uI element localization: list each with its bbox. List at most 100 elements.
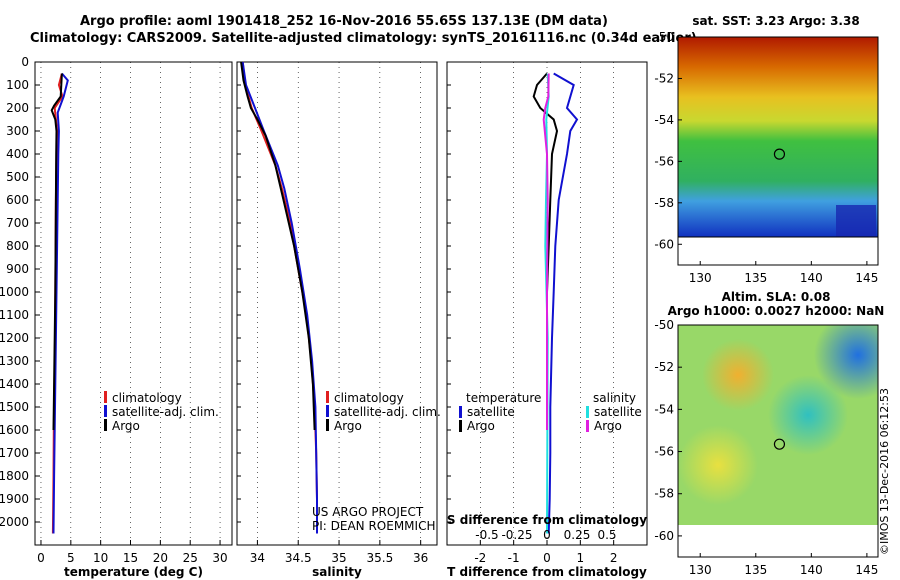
temperature-xtick-label: 10	[93, 551, 108, 565]
difference-xtick-label: 2	[610, 551, 618, 565]
temperature-ytick-label: 200	[6, 101, 29, 115]
sst-map-title: sat. SST: 3.23 Argo: 3.38	[692, 14, 859, 28]
sst-map-frame	[677, 36, 879, 266]
sla_map-xtick-label: 140	[800, 563, 823, 577]
sal-legend-label: climatology	[334, 391, 404, 405]
sla-map-title-line2: Argo h1000: 0.0027 h2000: NaN	[668, 304, 885, 318]
temperature-ytick-label: 1900	[0, 492, 29, 506]
sst_map-ytick-label: -52	[654, 71, 674, 85]
temperature-ytick-label: 1700	[0, 446, 29, 460]
salinity-xtick-label: 36	[413, 551, 428, 565]
sla_map-ytick-label: -58	[654, 487, 674, 501]
sst_map-xtick-label: 130	[689, 271, 712, 285]
salinity-xtick-label: 34.5	[285, 551, 312, 565]
sla_map-ytick-label: -54	[654, 402, 674, 416]
temperature-ytick-label: 2000	[0, 515, 29, 529]
sal-legend-swatch	[326, 405, 329, 417]
credit-project: US ARGO PROJECT	[312, 505, 424, 519]
temperature-ytick-label: 600	[6, 193, 29, 207]
sst_map-xtick-label: 140	[800, 271, 823, 285]
diff-xtick-top-label: 0.5	[597, 528, 616, 542]
temperature-ytick-label: 500	[6, 170, 29, 184]
sal-legend-label: Argo	[334, 419, 362, 433]
sla-map-axes: 130 135 140 145 -50 -52 -54 -56 -58 -60	[654, 318, 878, 577]
credit-pi: PI: DEAN ROEMMICH	[312, 519, 435, 533]
figure-title-line1: Argo profile: aoml 1901418_252 16-Nov-20…	[80, 14, 608, 29]
diff-xlabel-top: S difference from climatology	[447, 513, 647, 527]
difference-xtick-label: -1	[508, 551, 520, 565]
sst-map-axes: 130 135 140 145 -50 -52 -54 -56 -58 -60	[654, 30, 878, 285]
difference-line-t-satellite	[547, 72, 579, 534]
diff-legend-temp-swatch	[459, 420, 462, 432]
temperature-xtick-label: 20	[153, 551, 168, 565]
temperature-ytick-label: 1500	[0, 400, 29, 414]
diff-legend-sal-label: Argo	[594, 419, 622, 433]
temperature-ytick-label: 1100	[0, 308, 29, 322]
salinity-panel: 34 34.5 35 35.5 36 salinity climatologysatelli…	[236, 61, 441, 579]
sst-map-panel: sat. SST: 3.23 Argo: 3.38 130 135 140 145 -5…	[654, 14, 879, 285]
diff-xtick-top-label: -0.5	[475, 528, 498, 542]
temperature-xtick-label: 5	[67, 551, 75, 565]
temperature-xtick-label: 30	[212, 551, 227, 565]
sal-legend-swatch	[326, 419, 329, 431]
temperature-xtick-label: 15	[123, 551, 138, 565]
diff-legend-temp-label: satellite	[467, 405, 515, 419]
temperature-ytick-label: 1200	[0, 331, 29, 345]
sst-cold-patch	[836, 205, 876, 237]
diff-xtick-top-label: 0	[543, 528, 551, 542]
temperature-ytick-label: 1300	[0, 354, 29, 368]
temp-legend-swatch	[104, 419, 107, 431]
diff-legend-sal-swatch	[586, 406, 589, 418]
sla_map-ytick-label: -56	[654, 445, 674, 459]
difference-line-s-argo	[542, 73, 550, 430]
temperature-ytick-label: 100	[6, 78, 29, 92]
sal-legend-swatch	[326, 391, 329, 403]
temperature-ytick-label: 900	[6, 262, 29, 276]
temperature-ytick-label: 1400	[0, 377, 29, 391]
difference-xtick-label: -2	[474, 551, 486, 565]
sla-blob-yellow	[678, 325, 878, 525]
difference-xtick-label: 1	[577, 551, 585, 565]
temperature-frame	[34, 61, 233, 546]
sla_map-ytick-label: -60	[654, 529, 674, 543]
difference-xtick-label: 0	[543, 551, 551, 565]
figure-title-line2: Climatology: CARS2009. Satellite-adjuste…	[30, 31, 697, 46]
sla_map-xtick-label: 135	[744, 563, 767, 577]
salinity-line-climatology	[241, 61, 318, 534]
temperature-ytick-label: 1800	[0, 469, 29, 483]
temperature-ytick-label: 400	[6, 147, 29, 161]
temp-legend-label: Argo	[112, 419, 140, 433]
sla_map-xtick-label: 145	[855, 563, 878, 577]
difference-panel: -2 -1 0 1 2T difference from climatology temp…	[446, 61, 648, 579]
temperature-panel: 0 5 10 15 20 25 300100200300400500600700800900…	[0, 55, 233, 579]
diff-legend-temp-label: Argo	[467, 419, 495, 433]
sla-argo-marker	[773, 438, 786, 450]
temp-legend-label: satellite-adj. clim.	[112, 405, 219, 419]
sla_map-ytick-label: -52	[654, 360, 674, 374]
temperature-xtick-label: 25	[183, 551, 198, 565]
salinity-frame	[236, 61, 438, 546]
temperature-line-argo	[50, 73, 63, 431]
temp-legend-swatch	[104, 405, 107, 417]
salinity-xlabel: salinity	[312, 565, 362, 579]
salinity-xtick-label: 35	[331, 551, 346, 565]
temperature-xtick-label: 0	[37, 551, 45, 565]
difference-xlabel: T difference from climatology	[447, 565, 647, 579]
imos-timestamp: ©IMOS 13-Dec-2016 06:12:53	[878, 388, 891, 555]
temperature-xlabel: temperature (deg C)	[64, 565, 203, 579]
sla-map-title-line1: Altim. SLA: 0.08	[722, 290, 831, 304]
diff-legend-temp-title: temperature	[466, 391, 541, 405]
salinity-xtick-label: 35.5	[366, 551, 393, 565]
sla_map-ytick-label: -50	[654, 318, 674, 332]
sst-nodata-strip	[677, 236, 879, 266]
sst_map-ytick-label: -50	[654, 30, 674, 44]
temperature-ytick-label: 1000	[0, 285, 29, 299]
temperature-ytick-label: 300	[6, 124, 29, 138]
sla-map-frame	[677, 324, 879, 558]
salinity-line-satellite-adj-clim-	[241, 61, 318, 534]
sst_map-xtick-label: 145	[855, 271, 878, 285]
temperature-ytick-label: 1600	[0, 423, 29, 437]
sst_map-ytick-label: -60	[654, 237, 674, 251]
sst-field	[678, 37, 878, 237]
sst_map-ytick-label: -58	[654, 196, 674, 210]
